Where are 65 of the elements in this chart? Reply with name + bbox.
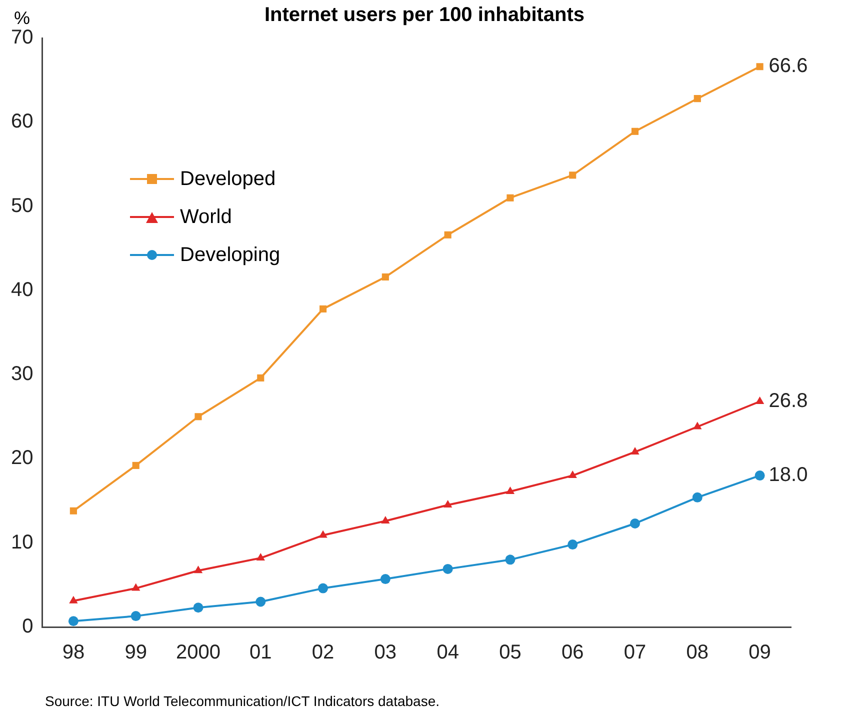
y-tick-label: 30	[10, 363, 34, 386]
legend-label: Developed	[180, 168, 276, 190]
point	[506, 194, 514, 202]
point	[506, 486, 515, 494]
y-tick-label: 60	[10, 110, 34, 133]
point	[132, 583, 140, 591]
point	[382, 273, 389, 280]
point	[319, 305, 327, 312]
source-note: Source: ITU World Telecommunication/ICT Indicators database.	[45, 693, 440, 709]
point	[70, 507, 77, 514]
y-tick-label: 0	[22, 616, 34, 638]
point	[69, 596, 78, 604]
point	[257, 374, 264, 382]
point	[318, 583, 328, 594]
x-tick-label: 2000	[176, 642, 220, 664]
x-tick-label: 07	[624, 642, 646, 664]
point	[630, 446, 640, 454]
point	[756, 63, 764, 70]
point	[380, 574, 390, 584]
y-axis-title: %	[14, 8, 30, 29]
legend-label: World	[180, 206, 232, 228]
point	[194, 566, 203, 574]
point	[381, 516, 390, 524]
point	[630, 518, 640, 529]
point	[443, 500, 452, 508]
y-tick-label: 70	[10, 26, 34, 49]
point	[693, 422, 702, 430]
point	[568, 540, 578, 550]
point	[631, 128, 639, 135]
point	[505, 554, 516, 565]
x-tick-label: 03	[374, 642, 397, 664]
x-tick-label: 04	[436, 642, 459, 664]
point	[442, 564, 453, 574]
point	[318, 530, 328, 538]
point	[444, 231, 452, 238]
data-label: 66.6	[768, 55, 808, 78]
point	[68, 616, 78, 626]
x-tick-label: 99	[124, 642, 147, 664]
x-tick-label: 01	[250, 642, 272, 664]
point	[194, 413, 202, 420]
point	[692, 492, 702, 502]
chart-title: Internet users per 100 inhabitants	[264, 4, 585, 26]
point	[754, 470, 765, 481]
x-tick-label: 06	[561, 642, 584, 664]
x-tick-label: 02	[312, 642, 334, 664]
y-tick-label: 50	[10, 194, 34, 217]
x-tick-label: 09	[748, 642, 771, 664]
point	[569, 172, 576, 179]
y-tick-label: 40	[10, 278, 34, 301]
point	[130, 611, 141, 622]
x-tick-label: 08	[686, 642, 709, 664]
point	[568, 470, 577, 478]
y-tick-label: 20	[10, 447, 34, 470]
x-tick-label: 05	[499, 642, 522, 664]
point	[132, 462, 140, 469]
y-tick-label: 10	[10, 531, 34, 554]
x-tick-label: 98	[62, 642, 85, 664]
data-label: 26.8	[768, 390, 808, 412]
data-label: 18.0	[768, 464, 808, 486]
point	[256, 553, 265, 561]
point	[193, 602, 204, 613]
point	[694, 95, 701, 102]
point	[755, 396, 764, 404]
legend-label: Developing	[180, 244, 280, 266]
point	[256, 596, 266, 607]
